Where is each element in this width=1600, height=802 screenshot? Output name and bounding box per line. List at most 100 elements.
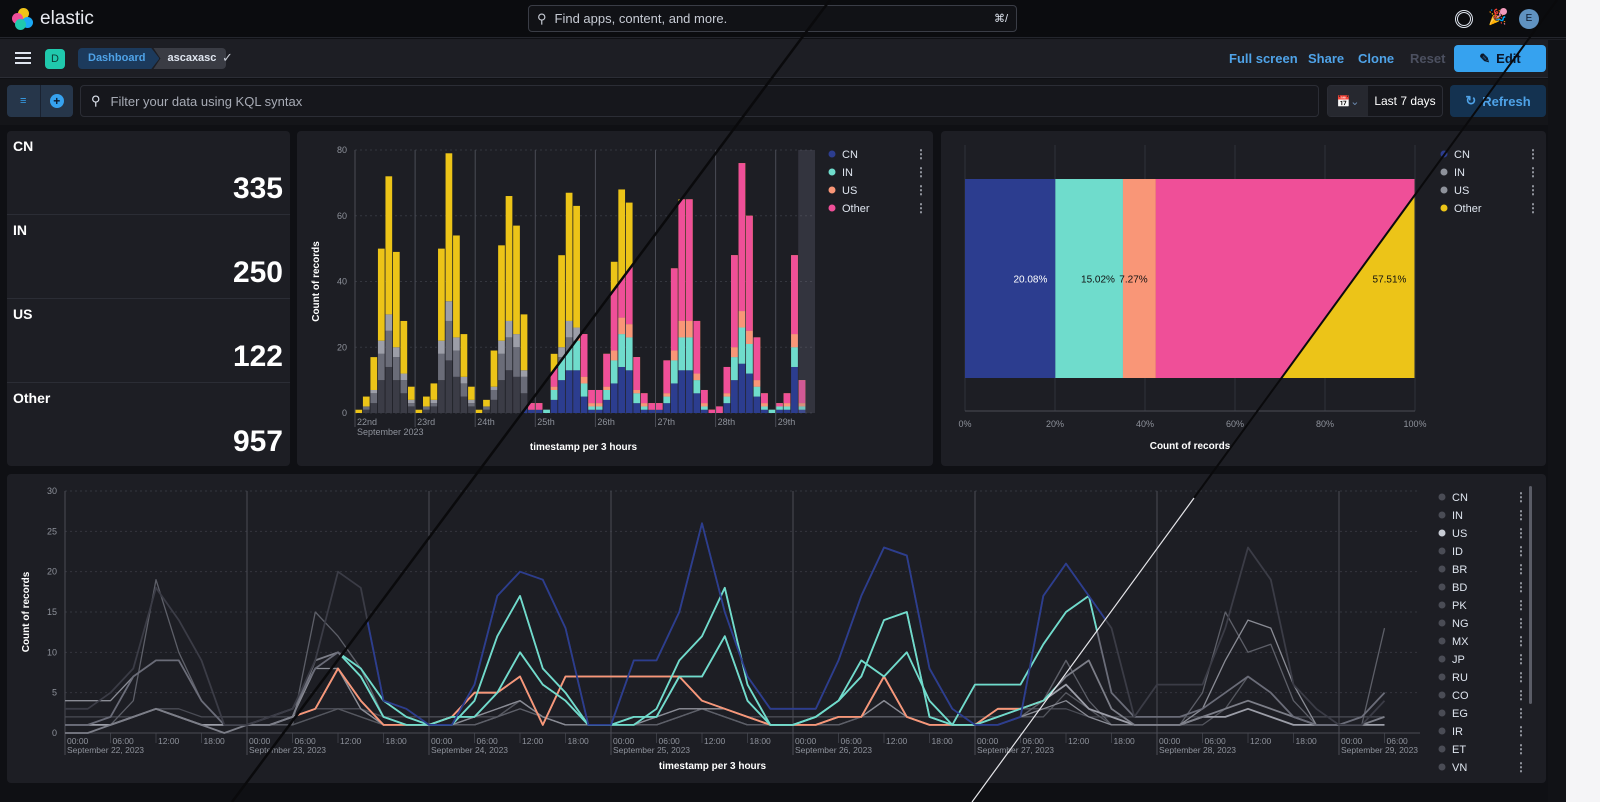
bar-segment-in (663, 396, 671, 404)
notification-badge (1500, 8, 1507, 15)
kql-search-input[interactable]: ⚲ Filter your data using KQL syntax (80, 85, 1319, 117)
legend-label[interactable]: IN (842, 167, 853, 179)
calendar-icon[interactable]: 📅⌄ (1328, 86, 1368, 116)
percentage-bar-chart: 0% 20% 40% 60% 80% 100% 20.08% 15.02% 7.27% 57.51… (958, 145, 1539, 452)
bar-segment-in (550, 389, 558, 400)
legend-actions-icon[interactable]: ⋮ (1515, 724, 1527, 738)
legend-label[interactable]: EG (1452, 708, 1468, 720)
legend-actions-icon[interactable]: ⋮ (1515, 580, 1527, 594)
legend-actions-icon[interactable]: ⋮ (915, 183, 927, 197)
legend-actions-icon[interactable]: ⋮ (915, 147, 927, 161)
x-tick-label: 00:00 (67, 736, 89, 746)
legend-color-dot (1438, 493, 1446, 501)
legend-actions-icon[interactable]: ⋮ (1515, 670, 1527, 684)
legend-label[interactable]: Other (1454, 203, 1482, 215)
legend-label[interactable]: IN (1454, 167, 1465, 179)
legend-actions-icon[interactable]: ⋮ (1515, 760, 1527, 774)
legend-label[interactable]: RU (1452, 672, 1468, 684)
menu-icon[interactable] (15, 52, 31, 64)
legend-label[interactable]: ET (1452, 744, 1466, 756)
legend-actions-icon[interactable]: ⋮ (1515, 562, 1527, 576)
refresh-button[interactable]: ↻ Refresh (1450, 85, 1546, 117)
share-button[interactable]: Share (1308, 51, 1345, 66)
bar-segment-in (370, 393, 378, 404)
keyboard-shortcut: ⌘/ (993, 13, 1008, 25)
legend-label[interactable]: CN (1452, 492, 1468, 504)
legend-actions-icon[interactable]: ⋮ (1527, 165, 1539, 179)
legend-label[interactable]: JP (1452, 654, 1465, 666)
clone-button[interactable]: Clone (1358, 51, 1395, 66)
y-tick-label: 0 (342, 408, 347, 418)
bar-segment-cn (407, 406, 415, 413)
legend-actions-icon[interactable]: ⋮ (1515, 598, 1527, 612)
bar-segment-other (791, 255, 798, 335)
edit-button[interactable]: ✎ Edit (1454, 45, 1546, 72)
legend-actions-icon[interactable]: ⋮ (1515, 652, 1527, 666)
bar-segment-cn (573, 370, 580, 413)
help-icon[interactable] (1455, 10, 1473, 28)
bar-segment-other (498, 245, 505, 341)
bar-segment-us (460, 376, 468, 384)
legend-actions-icon[interactable]: ⋮ (915, 165, 927, 179)
bar-segment-in (761, 406, 768, 410)
legend-label[interactable]: BR (1452, 564, 1467, 576)
legend-actions-icon[interactable]: ⋮ (1527, 147, 1539, 161)
legend-color-dot (1438, 727, 1446, 735)
legend-scrollbar[interactable] (1529, 486, 1532, 704)
legend-label[interactable]: IN (1452, 510, 1463, 522)
legend-actions-icon[interactable]: ⋮ (1515, 688, 1527, 702)
time-range[interactable]: Last 7 days (1374, 94, 1436, 108)
legend-label[interactable]: CN (842, 149, 858, 161)
y-axis-title: Count of records (21, 571, 32, 652)
legend-label[interactable]: US (1452, 528, 1467, 540)
x-tick-label: 18:00 (1114, 736, 1136, 746)
legend-label[interactable]: US (1454, 185, 1469, 197)
legend-actions-icon[interactable]: ⋮ (1515, 706, 1527, 720)
legend-label[interactable]: IR (1452, 726, 1463, 738)
bar-segment-us (370, 389, 378, 394)
bar-segment-other (362, 396, 370, 407)
bar-segment-cn (678, 370, 686, 413)
legend-label[interactable]: Other (842, 203, 870, 215)
legend-actions-icon[interactable]: ⋮ (915, 201, 927, 215)
legend-actions-icon[interactable]: ⋮ (1515, 490, 1527, 504)
legend-actions-icon[interactable]: ⋮ (1527, 201, 1539, 215)
legend-label[interactable]: PK (1452, 600, 1467, 612)
legend-label[interactable]: VN (1452, 762, 1467, 774)
breadcrumb-dashboard[interactable]: Dashboard (78, 48, 160, 69)
bar-segment-in (693, 380, 701, 394)
legend-actions-icon[interactable]: ⋮ (1527, 183, 1539, 197)
add-filter-button[interactable]: + (39, 85, 74, 117)
bar-segment-cn (663, 403, 671, 413)
legend-actions-icon[interactable]: ⋮ (1515, 544, 1527, 558)
reset-button[interactable]: Reset (1410, 51, 1446, 66)
space-avatar[interactable]: D (45, 49, 65, 69)
bar-segment-cn (460, 396, 468, 413)
legend-label[interactable]: MX (1452, 636, 1469, 648)
legend-label[interactable]: CN (1454, 149, 1470, 161)
global-search-input[interactable]: ⚲ Find apps, content, and more. ⌘/ (528, 5, 1017, 32)
filter-menu-button[interactable]: ≡ (7, 85, 40, 117)
legend-actions-icon[interactable]: ⋮ (1515, 616, 1527, 630)
legend-actions-icon[interactable]: ⋮ (1515, 508, 1527, 522)
legend-label[interactable]: NG (1452, 618, 1469, 630)
bar-segment-other (430, 383, 438, 400)
legend-actions-icon[interactable]: ⋮ (1515, 526, 1527, 540)
elastic-logo[interactable]: elastic (12, 8, 94, 30)
legend-label[interactable]: BD (1452, 582, 1467, 594)
bar-segment-us (723, 393, 731, 397)
bar-segment-other (723, 366, 731, 394)
page-scrollbar[interactable] (1548, 40, 1566, 802)
legend-actions-icon[interactable]: ⋮ (1515, 634, 1527, 648)
bar-segment-us (520, 370, 528, 377)
legend-label[interactable]: US (842, 185, 857, 197)
metric-panel: CN 335 IN 250 US 122 Other 957 (7, 131, 290, 466)
time-picker[interactable]: 📅⌄ Last 7 days (1327, 85, 1443, 117)
legend-label[interactable]: ID (1452, 546, 1463, 558)
full-screen-button[interactable]: Full screen (1229, 51, 1298, 66)
y-tick-label: 40 (337, 277, 347, 287)
legend-label[interactable]: CO (1452, 690, 1469, 702)
legend-actions-icon[interactable]: ⋮ (1515, 742, 1527, 756)
y-tick-label: 10 (47, 647, 57, 657)
user-avatar[interactable]: E (1519, 9, 1539, 29)
